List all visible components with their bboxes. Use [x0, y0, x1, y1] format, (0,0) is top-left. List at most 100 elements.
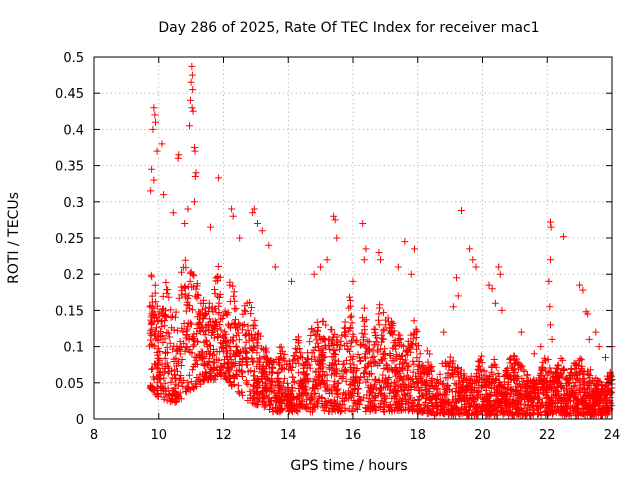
data-point — [174, 327, 181, 335]
data-point — [159, 368, 167, 376]
data-point — [544, 369, 552, 377]
data-point — [604, 375, 612, 383]
y-tick-label: 0.35 — [55, 160, 84, 175]
data-point — [248, 304, 255, 312]
data-point — [294, 393, 302, 400]
data-point — [509, 366, 517, 374]
data-point — [372, 407, 380, 415]
data-point — [232, 348, 240, 356]
data-point — [313, 399, 321, 407]
data-point — [299, 362, 307, 370]
data-point — [263, 348, 271, 356]
data-point — [326, 390, 334, 397]
data-point — [574, 407, 582, 415]
data-point — [253, 349, 261, 357]
data-point — [312, 336, 320, 344]
data-point — [295, 345, 303, 352]
data-point — [453, 274, 461, 282]
data-point — [276, 359, 284, 367]
data-point — [153, 324, 160, 332]
data-point — [360, 370, 368, 377]
y-axis-label: ROTI / TECUs — [6, 192, 22, 284]
data-point — [281, 357, 289, 365]
data-point — [340, 324, 348, 332]
data-point — [235, 336, 243, 344]
data-point — [455, 381, 463, 389]
data-point — [569, 404, 576, 412]
data-point — [151, 289, 159, 297]
data-point — [246, 299, 254, 306]
data-point — [432, 399, 440, 407]
data-point — [216, 370, 224, 378]
data-point — [477, 371, 485, 379]
data-point — [212, 274, 220, 282]
data-point — [274, 377, 282, 385]
data-point — [322, 404, 330, 412]
data-point — [185, 292, 193, 300]
data-point — [201, 376, 209, 384]
x-axis-label: GPS time / hours — [290, 458, 407, 474]
data-point — [517, 328, 525, 336]
x-tick-label: 24 — [604, 428, 621, 443]
data-point — [409, 378, 417, 386]
data-point — [585, 335, 593, 343]
data-point — [192, 285, 200, 293]
data-point — [466, 245, 474, 253]
data-point — [223, 353, 231, 361]
data-point — [163, 359, 171, 367]
data-point — [191, 173, 199, 180]
data-point — [196, 352, 203, 360]
data-point — [400, 386, 408, 394]
data-point — [148, 165, 156, 173]
data-point — [187, 96, 194, 104]
data-point — [474, 378, 482, 386]
data-point — [265, 360, 273, 368]
data-point — [442, 374, 450, 382]
data-point — [347, 353, 355, 361]
data-point — [378, 331, 386, 339]
data-point — [232, 305, 240, 313]
data-point — [442, 360, 450, 367]
data-point — [433, 391, 441, 399]
data-point — [497, 404, 504, 412]
data-point — [168, 387, 176, 394]
data-point — [184, 384, 192, 392]
data-point — [377, 390, 385, 398]
data-point — [244, 326, 252, 334]
data-point — [192, 380, 200, 388]
data-point — [361, 330, 369, 338]
data-point — [309, 384, 317, 392]
data-point — [240, 321, 248, 328]
data-point — [205, 299, 213, 307]
data-point — [158, 360, 166, 368]
data-point — [236, 389, 244, 397]
data-point — [382, 321, 390, 329]
data-point — [190, 341, 198, 349]
data-point — [433, 385, 441, 392]
data-point — [533, 394, 541, 402]
y-tick-labels: 0 0.05 0.1 0.15 0.2 0.25 0.3 0.35 0.4 0.45 0.5 — [55, 51, 84, 428]
data-point — [202, 327, 210, 335]
data-point — [387, 352, 395, 360]
data-point — [162, 279, 170, 286]
data-point — [508, 386, 516, 393]
data-point — [330, 382, 338, 390]
data-point — [460, 372, 468, 380]
data-point — [367, 358, 375, 366]
data-point — [426, 383, 434, 391]
data-point — [448, 359, 456, 367]
data-point — [410, 383, 418, 391]
data-point — [504, 375, 512, 383]
data-point — [159, 305, 167, 313]
data-point — [333, 336, 341, 344]
data-point — [193, 282, 201, 290]
data-point — [352, 374, 360, 382]
data-point — [436, 391, 444, 399]
data-point — [411, 245, 418, 253]
data-point — [236, 234, 244, 242]
data-point — [167, 378, 175, 386]
data-point — [278, 405, 286, 413]
data-point — [338, 397, 346, 405]
data-point — [525, 385, 533, 393]
data-point — [278, 354, 286, 362]
